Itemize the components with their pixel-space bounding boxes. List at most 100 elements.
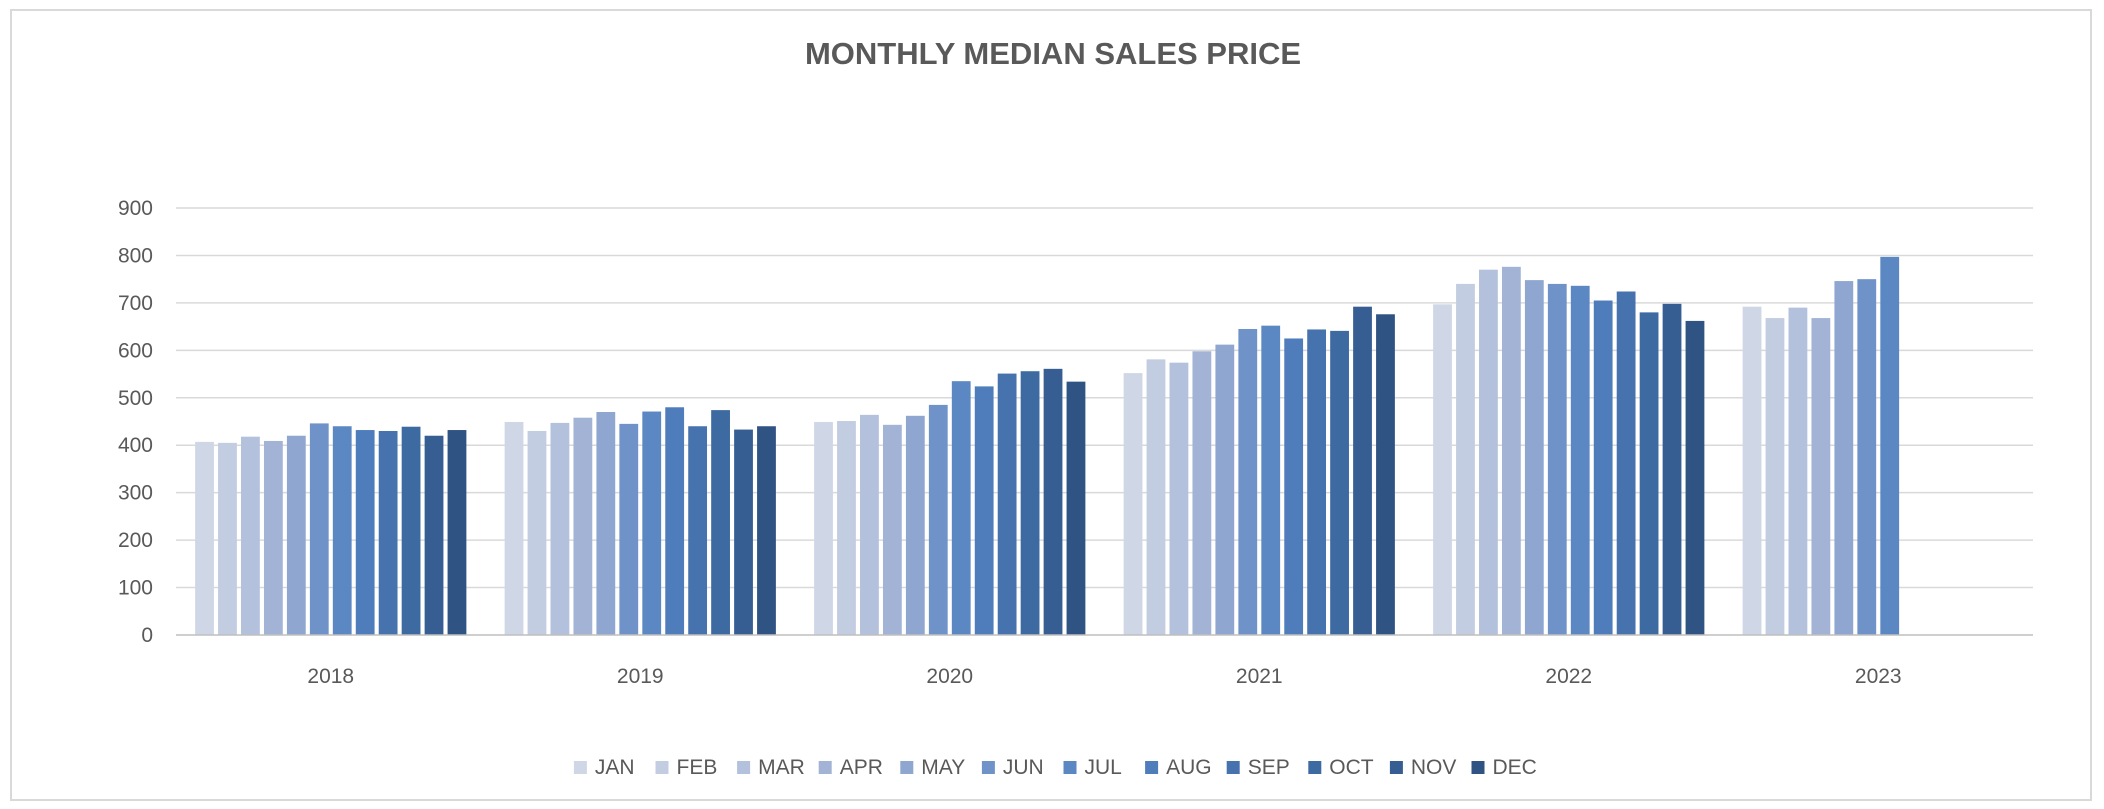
- bar-2023-may: [1834, 281, 1854, 635]
- y-tick-label: 600: [118, 339, 153, 362]
- legend-label: FEB: [677, 756, 718, 779]
- bar-2022-nov: [1662, 303, 1682, 635]
- bar-2021-oct: [1330, 330, 1349, 635]
- bar-2019-sep: [688, 426, 708, 635]
- bar-2022-jan: [1433, 304, 1452, 635]
- y-tick-label: 500: [118, 387, 153, 410]
- bar-2022-feb: [1456, 283, 1475, 635]
- bar-2018-feb: [218, 442, 237, 635]
- bar-2018-jan: [195, 441, 214, 635]
- bar-2021-dec: [1376, 314, 1395, 635]
- y-tick-label: 400: [118, 434, 153, 457]
- legend-label: MAY: [921, 756, 965, 779]
- legend-label: JUN: [1003, 756, 1044, 779]
- legend-swatch: [1308, 761, 1322, 774]
- x-axis-ticks: 2018 2019 2020 2021 2022 2023: [307, 665, 1901, 688]
- bar-2021-may: [1215, 344, 1235, 635]
- legend-label: SEP: [1248, 756, 1290, 779]
- bar-2019-mar: [550, 422, 570, 635]
- bar-2019-apr: [573, 417, 593, 635]
- bar-2021-jun: [1238, 328, 1258, 635]
- legend-item-may: MAY: [900, 756, 965, 779]
- legend-swatch: [818, 761, 832, 774]
- bar-2022-may: [1524, 280, 1544, 635]
- y-axis-ticks: 0 100 200 300 400 500 600 700 800 900: [118, 197, 153, 647]
- legend-item-nov: NOV: [1389, 756, 1456, 779]
- legend-swatch: [573, 761, 587, 774]
- bar-2022-jul: [1570, 285, 1590, 635]
- legend-item-jun: JUN: [981, 756, 1044, 779]
- bar-2018-aug: [355, 430, 375, 635]
- legend-swatch: [900, 761, 914, 774]
- bar-2020-feb: [837, 421, 856, 635]
- bar-2019-dec: [757, 426, 776, 635]
- bar-2018-may: [286, 435, 306, 635]
- bar-2020-sep: [997, 373, 1017, 635]
- bar-2023-mar: [1788, 307, 1808, 635]
- y-tick-label: 700: [118, 292, 153, 315]
- bar-2021-feb: [1146, 359, 1166, 635]
- legend-item-oct: OCT: [1308, 756, 1374, 779]
- bar-2021-jul: [1261, 325, 1281, 635]
- legend-item-feb: FEB: [655, 756, 718, 779]
- bar-2020-jan: [814, 421, 833, 635]
- bar-2018-apr: [263, 440, 283, 635]
- chart-title: MONTHLY MEDIAN SALES PRICE: [805, 36, 1301, 71]
- bar-2019-nov: [734, 429, 753, 635]
- legend-item-jan: JAN: [573, 756, 635, 779]
- bar-2019-feb: [527, 430, 547, 635]
- legend-item-aug: AUG: [1145, 756, 1212, 779]
- legend-item-sep: SEP: [1226, 756, 1290, 779]
- legend-swatch: [1063, 761, 1077, 774]
- y-tick-label: 100: [118, 577, 153, 600]
- chart-frame: MONTHLY MEDIAN SALES PRICE 0 100 200 300 400…: [10, 9, 2092, 801]
- legend-swatch: [655, 761, 669, 774]
- bar-2020-jul: [951, 381, 971, 635]
- legend-item-dec: DEC: [1471, 756, 1537, 779]
- y-tick-label: 300: [118, 482, 153, 505]
- bar-2018-dec: [447, 430, 467, 635]
- x-tick-label: 2020: [926, 665, 973, 688]
- bar-2023-apr: [1811, 318, 1831, 635]
- bar-2022-aug: [1593, 300, 1613, 635]
- bar-2021-nov: [1353, 306, 1372, 635]
- legend-item-mar: MAR: [737, 756, 805, 779]
- bar-chart: MONTHLY MEDIAN SALES PRICE 0 100 200 300 400…: [118, 36, 2033, 779]
- legend-swatch: [1471, 761, 1485, 774]
- bar-2021-aug: [1284, 338, 1304, 635]
- bar-2019-aug: [665, 407, 685, 635]
- legend-swatch: [1145, 761, 1159, 774]
- bar-2019-jan: [504, 421, 524, 635]
- bar-2022-jun: [1547, 283, 1567, 635]
- bar-2022-apr: [1501, 266, 1521, 635]
- legend-label: MAR: [758, 756, 805, 779]
- bar-2020-apr: [882, 424, 902, 635]
- bars: [195, 256, 1900, 635]
- legend-label: DEC: [1493, 756, 1537, 779]
- legend-label: AUG: [1166, 756, 1212, 779]
- legend-swatch: [1226, 761, 1240, 774]
- legend-item-jul: JUL: [1063, 756, 1122, 779]
- legend-swatch: [737, 761, 751, 774]
- bar-2019-oct: [711, 410, 730, 635]
- bar-2019-may: [596, 412, 616, 635]
- gridlines: [176, 207, 2033, 589]
- bar-2020-dec: [1066, 381, 1086, 635]
- x-tick-label: 2022: [1545, 665, 1592, 688]
- legend: JAN FEB MAR APR MAY JUN JUL AUG SEP OCT NOV DEC: [573, 756, 1537, 779]
- legend-swatch: [981, 761, 995, 774]
- bar-2019-jul: [642, 411, 662, 635]
- bar-2021-jan: [1123, 373, 1143, 635]
- bar-2022-oct: [1639, 312, 1659, 635]
- bar-2021-sep: [1307, 329, 1327, 635]
- y-tick-label: 800: [118, 244, 153, 267]
- bar-2023-jun: [1857, 279, 1877, 635]
- bar-2018-oct: [401, 426, 421, 635]
- x-tick-label: 2019: [617, 665, 664, 688]
- legend-label: APR: [840, 756, 883, 779]
- bar-2022-mar: [1479, 269, 1498, 635]
- bar-2018-sep: [378, 430, 398, 635]
- bar-2020-jun: [928, 404, 948, 635]
- bar-2023-jul: [1880, 256, 1900, 635]
- x-tick-label: 2021: [1236, 665, 1283, 688]
